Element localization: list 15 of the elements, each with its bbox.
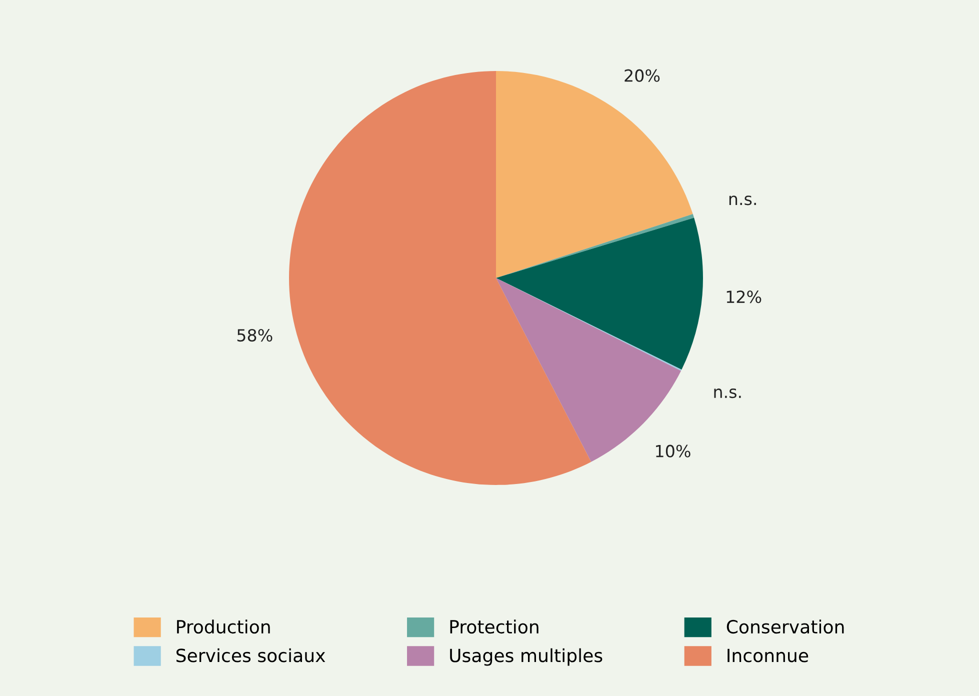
pie-slice xyxy=(496,218,703,370)
legend-label: Usages multiples xyxy=(450,648,602,666)
legend-label: Conservation xyxy=(726,620,844,634)
data-label: 58% xyxy=(237,328,272,342)
data-label: n.s. xyxy=(714,388,741,398)
legend-label: Services sociaux xyxy=(176,648,326,662)
pie-slice xyxy=(496,71,693,278)
data-label: n.s. xyxy=(729,196,756,206)
legend-label: Production xyxy=(177,620,270,634)
data-label: 10% xyxy=(656,444,690,458)
pie-slice xyxy=(289,71,592,485)
legend-label: Protection xyxy=(450,620,538,634)
legend-label: Inconnue xyxy=(728,648,808,662)
data-label: 20% xyxy=(624,69,660,82)
data-label: 12% xyxy=(726,290,762,304)
